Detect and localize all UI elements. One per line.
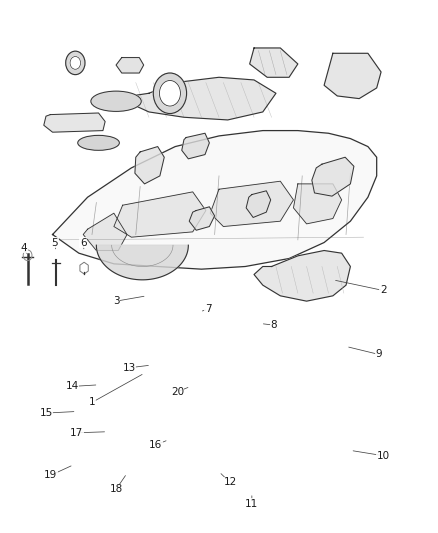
Polygon shape (189, 207, 215, 230)
Polygon shape (53, 131, 377, 269)
Text: 15: 15 (39, 408, 53, 418)
Text: 20: 20 (171, 387, 184, 397)
Text: 6: 6 (80, 238, 87, 247)
Text: 16: 16 (149, 440, 162, 450)
Polygon shape (293, 184, 342, 224)
Polygon shape (182, 133, 209, 159)
Text: 12: 12 (223, 478, 237, 487)
Polygon shape (312, 157, 354, 196)
Polygon shape (324, 53, 381, 99)
Text: 10: 10 (377, 451, 390, 461)
Circle shape (153, 73, 187, 114)
Text: 9: 9 (375, 350, 382, 359)
Text: 7: 7 (205, 304, 212, 314)
Circle shape (159, 80, 180, 106)
Polygon shape (44, 113, 105, 132)
Ellipse shape (78, 135, 119, 150)
Text: 2: 2 (380, 286, 387, 295)
Text: 11: 11 (245, 499, 258, 508)
Circle shape (70, 56, 81, 69)
Text: 8: 8 (270, 320, 277, 330)
Text: 14: 14 (66, 382, 79, 391)
Polygon shape (250, 48, 298, 77)
Polygon shape (116, 58, 144, 73)
Polygon shape (114, 192, 206, 237)
Polygon shape (135, 147, 164, 184)
Text: 4: 4 (21, 243, 28, 253)
Polygon shape (131, 77, 276, 120)
Circle shape (66, 51, 85, 75)
Text: 13: 13 (123, 363, 136, 373)
Polygon shape (83, 213, 127, 251)
Polygon shape (96, 245, 188, 280)
Text: 5: 5 (51, 238, 58, 247)
Text: 1: 1 (88, 398, 95, 407)
Polygon shape (246, 191, 271, 217)
Ellipse shape (91, 91, 141, 111)
Text: 19: 19 (44, 471, 57, 480)
Polygon shape (210, 181, 293, 227)
Polygon shape (254, 251, 350, 301)
Text: 18: 18 (110, 484, 123, 494)
Text: 17: 17 (70, 428, 83, 438)
Text: 3: 3 (113, 296, 120, 306)
